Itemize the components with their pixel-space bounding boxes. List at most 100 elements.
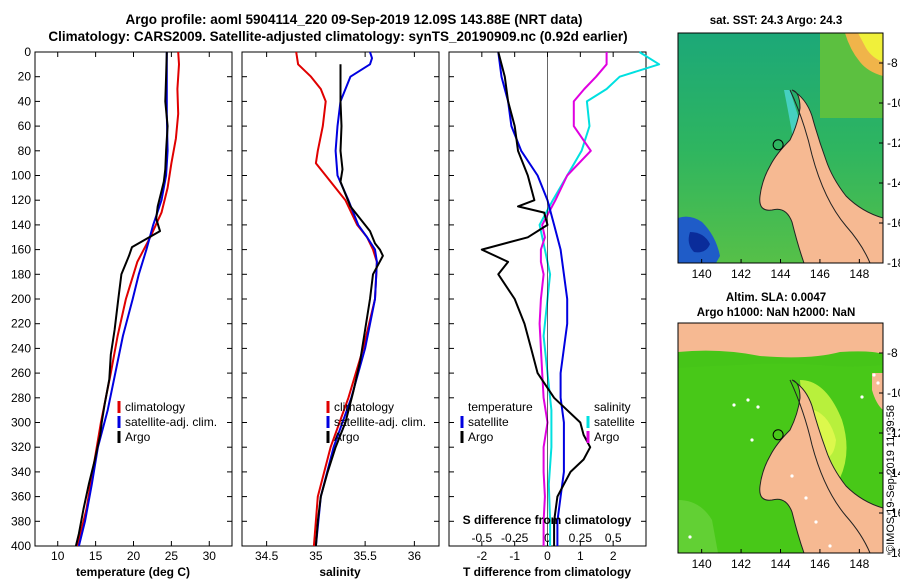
sla-map-ticks: 140 142 144 146 148 -8 -10 -12 -14 -16 -18 [692,346,900,571]
sla-argo-marker [772,429,784,441]
salinity-ticks: 34.5 35 35.5 36 [242,51,439,563]
x-tick-label: 1 [577,549,584,563]
top-x-tick-label: 0.25 [569,531,593,545]
y-tick-label: 200 [11,292,31,306]
x-tick-label: 0 [544,549,551,563]
map-y-tick-label: -8 [887,346,898,360]
temperature-legend: climatology satellite-adj. clim. Argo [117,400,217,444]
map-x-tick-label: 146 [810,267,830,281]
y-tick-label: 140 [11,218,31,232]
sst-land-cape-york [759,89,883,263]
series-line-argo [314,64,384,547]
temperature-series [74,51,180,547]
legend-label-argo: Argo [125,430,151,444]
map-y-tick-label: -18 [887,546,900,560]
y-tick-label: 380 [11,514,31,528]
difference-panel: -2 -1 0 1 2-0.5 -0.25 0 0.25 0.5 S difference fr… [448,51,661,579]
top-x-tick-label: 0.5 [605,531,622,545]
y-tick-label: 320 [11,440,31,454]
salinity-xlabel: salinity [319,565,361,579]
title-line-2: Climatology: CARS2009. Satellite-adjuste… [48,29,627,44]
sst-map-title: sat. SST: 24.3 Argo: 24.3 [710,15,843,27]
legend-label-satellite: satellite-adj. clim. [125,415,217,429]
sst-warm-patch [858,33,883,62]
y-tick-label: 100 [11,169,31,183]
temperature-ticks: 0 20 40 60 80 100 120 140 160 180 200 220 240 260 280 3… [11,45,232,563]
legend-label-satellite: satellite-adj. clim. [334,415,426,429]
sst-shelf-contour [789,89,871,263]
legend-label-s-satellite: satellite [594,415,635,429]
y-tick-label: 20 [18,70,32,84]
x-tick-label: 35.5 [353,549,377,563]
y-tick-label: 340 [11,465,31,479]
map-y-tick-label: -8 [887,56,898,70]
sla-map-title: Altim. SLA: 0.0047 [726,292,826,304]
map-x-tick-label: 146 [810,557,830,571]
map-x-tick-label: 140 [692,267,712,281]
y-tick-label: 80 [18,144,32,158]
sla-land-east [872,373,883,410]
x-tick-label: 36 [408,549,422,563]
x-tick-label: -1 [509,549,520,563]
difference-xlabel-top: S difference from climatology [463,513,632,527]
map-y-tick-label: -10 [887,96,900,110]
x-tick-label: 30 [203,549,217,563]
difference-legend: temperature satellite Argo salinity sate… [460,400,635,444]
temperature-panel: 0 20 40 60 80 100 120 140 160 180 200 220 240 260 280 3… [11,45,233,579]
map-y-tick-label: -18 [887,256,900,270]
map-y-tick-label: -10 [887,386,900,400]
map-x-tick-label: 144 [770,557,790,571]
x-tick-label: 34.5 [255,549,279,563]
sla-edge [678,500,718,553]
map-x-tick-label: 142 [731,557,751,571]
legend-group-salinity: salinity [594,400,631,414]
legend-label-climatology: climatology [334,400,394,414]
x-tick-label: 2 [610,549,617,563]
difference-xlabel: T difference from climatology [463,565,631,579]
legend-label-argo: Argo [334,430,360,444]
series-line-salinity-satellite [538,51,661,546]
sla-map: Altim. SLA: 0.0047 Argo h1000: NaN h2000… [677,292,900,571]
series-line-argo [74,51,169,547]
y-tick-label: 300 [11,416,31,430]
y-tick-label: 240 [11,341,31,355]
sla-map-subtitle: Argo h1000: NaN h2000: NaN [697,307,856,319]
salinity-panel: 34.5 35 35.5 36 salinity climatology satell… [241,51,440,579]
map-y-tick-label: -16 [887,216,900,230]
sst-map-ticks: 140 142 144 146 148 -8 -10 -12 -14 -16 -18 [692,56,900,281]
x-tick-label: 15 [89,549,103,563]
difference-series [480,51,661,546]
sst-cold-core [688,232,710,253]
sla-dots [688,373,880,548]
sst-map: sat. SST: 24.3 Argo: 24.3 140 142 144 146 14… [677,15,900,281]
legend-label-t-satellite: satellite [468,415,509,429]
y-tick-label: 400 [11,539,31,553]
legend-group-temperature: temperature [468,400,533,414]
series-line-temperature-satellite [497,51,569,546]
sla-land-cape-york [759,379,883,553]
y-tick-label: 120 [11,193,31,207]
title-line-1: Argo profile: aoml 5904114_220 09-Sep-20… [126,12,583,27]
timestamp-stamp: ©IMOS 19-Sep-2019 11:39:58 [885,405,897,553]
x-tick-label: 35 [309,549,323,563]
sst-argo-marker [772,139,784,151]
x-tick-label: -2 [476,549,487,563]
temperature-xlabel: temperature (deg C) [76,565,190,579]
map-x-tick-label: 148 [849,557,869,571]
y-tick-label: 260 [11,366,31,380]
y-tick-label: 180 [11,267,31,281]
legend-label-s-argo: Argo [594,430,620,444]
y-tick-label: 220 [11,317,31,331]
series-line-climatology [295,51,378,547]
y-tick-label: 40 [18,94,32,108]
map-y-tick-label: -14 [887,176,900,190]
map-y-tick-label: -16 [887,506,900,520]
y-tick-label: 160 [11,243,31,257]
y-tick-label: 360 [11,490,31,504]
salinity-series [295,51,384,547]
y-tick-label: 60 [18,119,32,133]
legend-label-climatology: climatology [125,400,185,414]
sla-band [678,350,883,368]
salinity-legend: climatology satellite-adj. clim. Argo [326,400,426,444]
